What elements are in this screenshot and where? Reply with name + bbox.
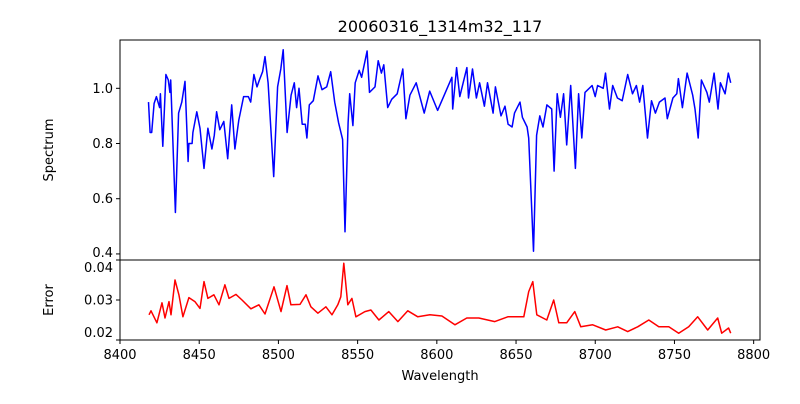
x-tick-label: 8750 [658, 348, 691, 363]
spectrum-line [147, 48, 732, 252]
error-y-tick-label: 0.02 [84, 326, 113, 341]
spectrum-y-tick-label: 0.8 [92, 137, 113, 152]
chart-title: 20060316_1314m32_117 [338, 17, 543, 37]
x-tick-label: 8600 [420, 348, 453, 363]
spectrum-y-label: Spectrum [42, 119, 57, 182]
x-tick-label: 8800 [737, 348, 770, 363]
error-y-tick-label: 0.04 [84, 261, 113, 276]
spectrum-y-tick-label: 1.0 [92, 82, 113, 97]
error-y-label: Error [42, 284, 57, 316]
error-y-ticks: 0.02 0.03 0.04 [84, 259, 120, 341]
x-tick-label: 8700 [579, 348, 612, 363]
x-ticks: 8400 8450 8500 8550 8600 8650 8700 8750 8800 [103, 340, 770, 363]
error-y-tick-label: 0.03 [84, 294, 113, 309]
x-tick-label: 8450 [183, 348, 216, 363]
error-line [148, 262, 732, 334]
spectrum-y-ticks: 0.4 0.6 0.8 1.0 [92, 82, 120, 261]
error-axes: 0.02 0.03 0.04 8400 8450 8500 8550 8600 8650 870… [42, 259, 770, 384]
spectrum-y-tick-label: 0.4 [92, 246, 113, 261]
x-tick-label: 8550 [341, 348, 374, 363]
spectrum-y-tick-label: 0.6 [92, 192, 113, 207]
x-axis-label: Wavelength [401, 369, 478, 384]
x-tick-label: 8650 [499, 348, 532, 363]
x-tick-label: 8400 [103, 348, 136, 363]
x-tick-label: 8500 [262, 348, 295, 363]
